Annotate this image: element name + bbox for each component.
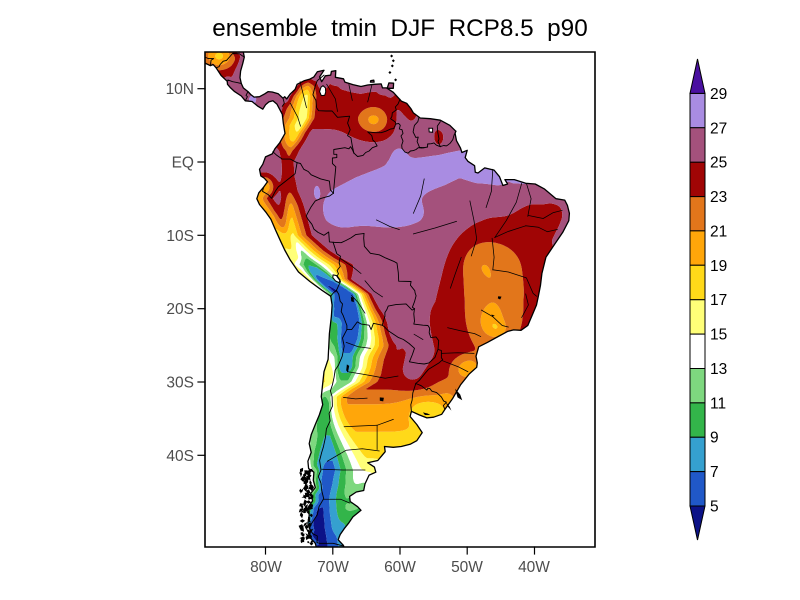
svg-text:9: 9 <box>710 430 719 447</box>
svg-text:29: 29 <box>710 86 727 103</box>
svg-text:15: 15 <box>710 327 727 344</box>
svg-text:11: 11 <box>710 395 726 412</box>
svg-text:10N: 10N <box>166 81 194 98</box>
svg-text:25: 25 <box>710 155 727 172</box>
svg-text:23: 23 <box>710 189 727 206</box>
svg-text:EQ: EQ <box>172 155 194 172</box>
svg-text:20S: 20S <box>166 301 194 318</box>
svg-text:27: 27 <box>710 120 727 137</box>
svg-text:10S: 10S <box>166 228 194 245</box>
svg-text:19: 19 <box>710 258 727 275</box>
svg-text:7: 7 <box>710 464 719 481</box>
svg-text:ensemble tmin DJF RCP8.5 p: ensemble tmin DJF RCP8.5 p90 <box>212 15 587 42</box>
svg-text:70W: 70W <box>317 559 349 576</box>
svg-text:60W: 60W <box>384 559 416 576</box>
svg-text:5: 5 <box>710 499 719 516</box>
svg-text:30S: 30S <box>166 375 194 392</box>
svg-text:50W: 50W <box>451 559 483 576</box>
svg-text:17: 17 <box>710 292 727 309</box>
svg-text:21: 21 <box>710 223 727 240</box>
svg-text:80W: 80W <box>250 559 282 576</box>
svg-text:40S: 40S <box>166 448 194 465</box>
svg-text:40W: 40W <box>518 559 550 576</box>
svg-text:13: 13 <box>710 361 727 378</box>
